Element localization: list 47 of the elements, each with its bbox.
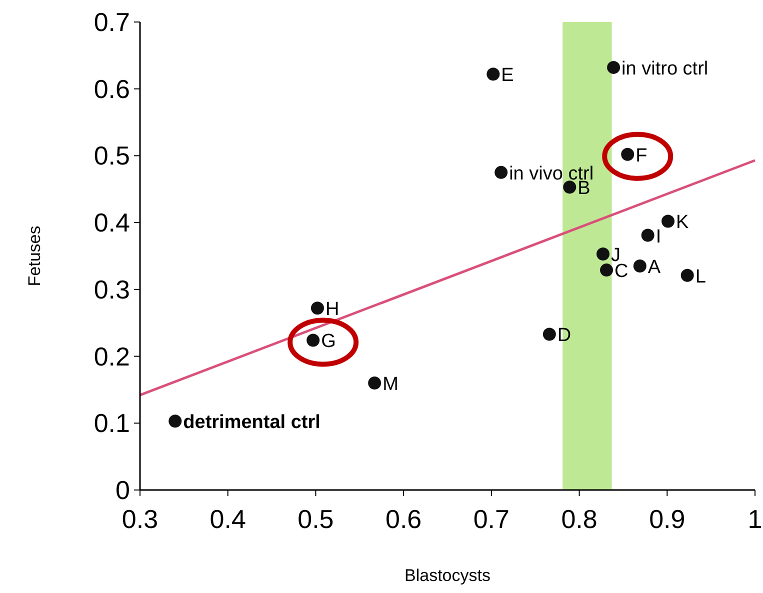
- point: [680, 268, 694, 282]
- annotation: K: [676, 212, 690, 234]
- y-tick-label: 0.4: [94, 208, 130, 238]
- x-axis-title: Blastocysts: [404, 566, 490, 585]
- point: [306, 334, 320, 347]
- point: [310, 302, 324, 315]
- annotation: detrimental ctrl: [183, 412, 320, 434]
- y-tick-label: 0.2: [94, 341, 130, 372]
- point: [168, 414, 182, 428]
- point: [662, 214, 675, 228]
- point: [641, 228, 654, 242]
- x-tick-label: 0.4: [210, 504, 246, 534]
- annotation: C: [614, 261, 628, 282]
- annotation: E: [501, 65, 514, 86]
- annotation: A: [648, 257, 661, 278]
- annotation: L: [695, 266, 706, 288]
- x-tick-label: 0.5: [298, 504, 334, 534]
- point: [600, 264, 614, 277]
- point: [563, 180, 576, 194]
- y-tick-label: 0.6: [94, 74, 130, 104]
- x-tick-label: 0.9: [649, 504, 686, 534]
- point: [494, 166, 508, 179]
- x-tick-label: 0.3: [122, 504, 158, 534]
- y-tick-label: 0.3: [94, 274, 130, 304]
- annotation: G: [321, 331, 336, 352]
- annotation: M: [382, 374, 398, 396]
- point: [596, 247, 610, 260]
- annotation: F: [636, 145, 648, 166]
- annotation: in vitro ctrl: [622, 58, 708, 80]
- x-tick-label: 0.8: [561, 504, 598, 534]
- y-tick-label: 0.5: [94, 140, 130, 171]
- annotation: D: [557, 325, 572, 346]
- point: [368, 376, 382, 390]
- y-tick-label: 0: [116, 475, 130, 505]
- annotation: I: [656, 226, 662, 248]
- y-tick-label: 0.1: [94, 408, 130, 438]
- y-tick-label: 0.7: [94, 7, 130, 37]
- point: [486, 68, 500, 81]
- point: [633, 260, 646, 273]
- x-tick-label: 1: [748, 504, 762, 534]
- point: [607, 60, 620, 74]
- x-tick-label: 0.6: [385, 504, 422, 534]
- point: [542, 328, 556, 341]
- annotation: H: [325, 299, 340, 320]
- point: [621, 148, 634, 161]
- x-tick-label: 0.7: [473, 504, 510, 534]
- y-axis-title: Fetuses: [25, 226, 44, 286]
